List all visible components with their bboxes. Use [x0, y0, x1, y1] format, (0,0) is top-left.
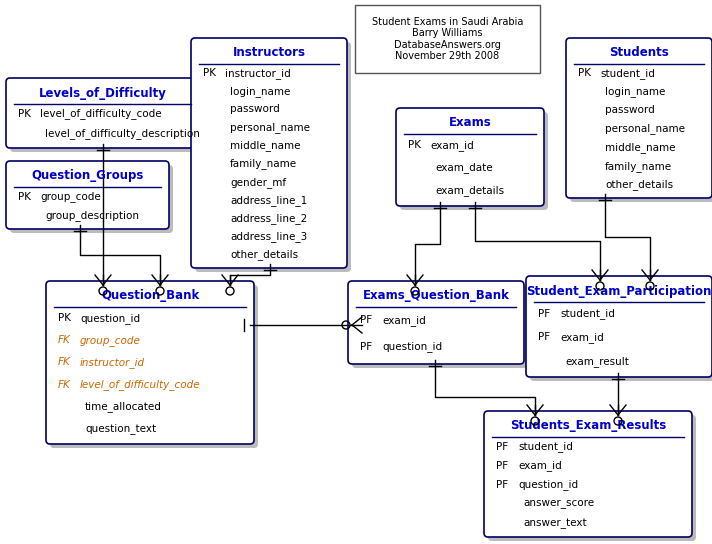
Text: exam_result: exam_result: [565, 356, 629, 367]
Text: gender_mf: gender_mf: [230, 177, 286, 188]
Text: personal_name: personal_name: [230, 122, 310, 133]
FancyBboxPatch shape: [46, 281, 254, 444]
Text: PF: PF: [496, 461, 508, 471]
FancyBboxPatch shape: [526, 276, 712, 377]
Text: login_name: login_name: [605, 86, 666, 97]
Text: exam_details: exam_details: [435, 185, 504, 196]
Text: family_name: family_name: [230, 158, 297, 169]
FancyBboxPatch shape: [570, 42, 712, 202]
Text: PF: PF: [538, 332, 550, 343]
Text: PK: PK: [408, 140, 421, 150]
Text: level_of_difficulty_code: level_of_difficulty_code: [80, 379, 201, 390]
Text: exam_id: exam_id: [382, 315, 426, 326]
Text: question_id: question_id: [80, 313, 140, 324]
Text: password: password: [605, 106, 655, 115]
Text: Students_Exam_Results: Students_Exam_Results: [510, 419, 666, 432]
Text: level_of_difficulty_code: level_of_difficulty_code: [40, 109, 162, 120]
Text: exam_id: exam_id: [560, 332, 604, 343]
FancyBboxPatch shape: [50, 285, 258, 448]
Text: answer_score: answer_score: [523, 499, 594, 509]
FancyBboxPatch shape: [6, 78, 199, 148]
Text: question_text: question_text: [85, 423, 156, 434]
Text: address_line_1: address_line_1: [230, 195, 308, 206]
Text: FK: FK: [58, 335, 70, 345]
Text: student_id: student_id: [600, 68, 655, 79]
Text: PF: PF: [360, 316, 372, 325]
FancyBboxPatch shape: [195, 42, 351, 272]
FancyBboxPatch shape: [396, 108, 544, 206]
Text: address_line_3: address_line_3: [230, 231, 308, 242]
Text: PK: PK: [58, 313, 71, 323]
FancyBboxPatch shape: [400, 112, 548, 210]
FancyBboxPatch shape: [6, 161, 169, 229]
Text: PF: PF: [538, 309, 550, 319]
FancyBboxPatch shape: [191, 38, 347, 268]
Text: student_id: student_id: [518, 441, 573, 452]
Text: exam_date: exam_date: [435, 163, 493, 174]
Text: FK: FK: [58, 380, 70, 390]
Text: Exams_Question_Bank: Exams_Question_Bank: [362, 289, 510, 302]
Text: PK: PK: [18, 109, 31, 119]
Text: PK: PK: [18, 191, 31, 201]
Text: password: password: [230, 104, 280, 114]
Text: other_details: other_details: [230, 250, 298, 261]
Text: other_details: other_details: [605, 180, 673, 190]
Text: student_id: student_id: [560, 308, 615, 319]
FancyBboxPatch shape: [10, 82, 203, 152]
FancyBboxPatch shape: [352, 285, 528, 368]
Text: exam_id: exam_id: [518, 460, 562, 471]
FancyBboxPatch shape: [10, 165, 173, 233]
Text: FK: FK: [58, 357, 70, 367]
Text: time_allocated: time_allocated: [85, 401, 162, 412]
Text: level_of_difficulty_description: level_of_difficulty_description: [45, 128, 200, 139]
FancyBboxPatch shape: [488, 415, 696, 541]
Text: Students: Students: [609, 46, 669, 59]
FancyBboxPatch shape: [530, 280, 712, 381]
Text: instructor_id: instructor_id: [80, 357, 145, 368]
Text: Exams: Exams: [449, 116, 491, 129]
FancyBboxPatch shape: [348, 281, 524, 364]
FancyBboxPatch shape: [566, 38, 712, 198]
Text: PF: PF: [496, 442, 508, 452]
Text: Student_Exam_Participation: Student_Exam_Participation: [526, 285, 712, 298]
Text: Question_Bank: Question_Bank: [101, 289, 199, 302]
Text: question_id: question_id: [518, 480, 578, 491]
Text: family_name: family_name: [605, 160, 672, 171]
Text: address_line_2: address_line_2: [230, 213, 308, 224]
Text: PK: PK: [203, 68, 216, 78]
Text: PF: PF: [496, 480, 508, 490]
Text: Student Exams in Saudi Arabia
Barry Williams
DatabaseAnswers.org
November 29th 2: Student Exams in Saudi Arabia Barry Will…: [372, 17, 523, 61]
Text: answer_text: answer_text: [523, 518, 587, 529]
Text: group_code: group_code: [80, 335, 141, 345]
Text: PK: PK: [578, 69, 591, 78]
Bar: [355, 5, 540, 73]
Text: middle_name: middle_name: [230, 140, 300, 151]
Text: instructor_id: instructor_id: [225, 67, 290, 78]
Text: Question_Groups: Question_Groups: [31, 170, 144, 182]
Text: PF: PF: [360, 342, 372, 352]
Text: Levels_of_Difficulty: Levels_of_Difficulty: [38, 86, 167, 100]
Text: middle_name: middle_name: [605, 142, 676, 153]
Text: question_id: question_id: [382, 341, 442, 352]
Text: exam_id: exam_id: [430, 140, 473, 151]
Text: group_code: group_code: [40, 191, 101, 202]
Text: login_name: login_name: [230, 86, 290, 97]
Text: personal_name: personal_name: [605, 123, 685, 134]
Text: group_description: group_description: [45, 210, 139, 221]
FancyBboxPatch shape: [484, 411, 692, 537]
Text: Instructors: Instructors: [233, 46, 305, 59]
